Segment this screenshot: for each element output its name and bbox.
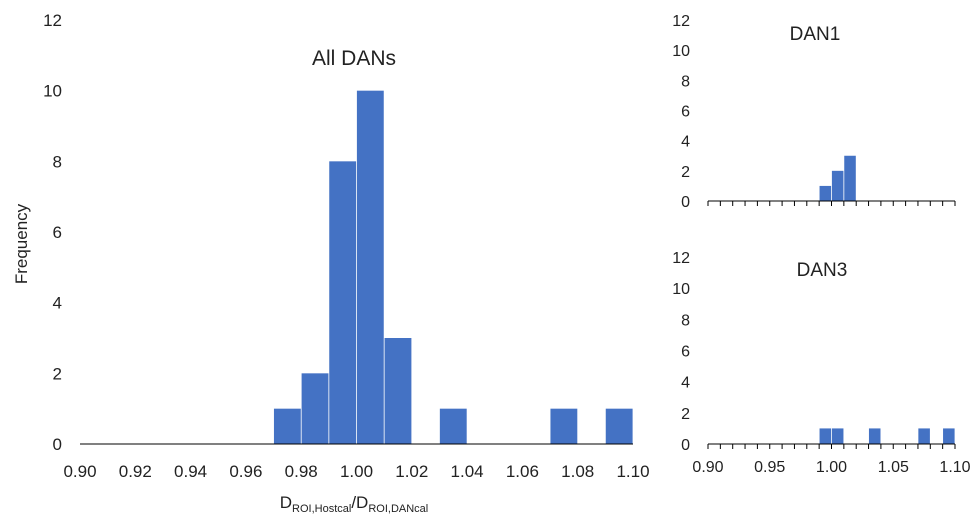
x-ticks-dan1 [707, 201, 956, 206]
y-tick-label-dan1-12: 12 [672, 13, 690, 30]
x-axis-label-slash: /D [351, 493, 368, 512]
x-tick-label-all-0.96: 0.96 [229, 462, 262, 481]
x-tick-label-all-0.92: 0.92 [119, 462, 152, 481]
x-axis-label-sub2: ROI,DANcal [368, 503, 428, 515]
bar-dan3-1.00 [831, 428, 844, 444]
y-tick-label-dan3-2: 2 [681, 406, 690, 423]
y-tick-label-dan1-0: 0 [681, 194, 690, 211]
bar-all-0.99 [329, 161, 357, 444]
x-axis-label-sub1: ROI,Hostcal [292, 503, 351, 515]
bar-all-1.00 [356, 90, 384, 445]
y-tick-label-dan3-4: 4 [681, 375, 690, 392]
x-tick-label-all-1.04: 1.04 [451, 462, 484, 481]
y-ticks-all-dans: 0 2 4 6 8 10 12 [43, 11, 62, 454]
x-tick-label-all-1.08: 1.08 [561, 462, 594, 481]
x-tick-label-all-1.06: 1.06 [506, 462, 539, 481]
y-tick-label-dan1-8: 8 [681, 73, 690, 90]
y-tick-label-dan3-0: 0 [681, 437, 690, 454]
y-tick-label-all-2: 2 [53, 364, 62, 383]
y-tick-label-dan3-6: 6 [681, 344, 690, 361]
y-tick-label-all-10: 10 [43, 82, 62, 101]
y-tick-label-dan1-4: 4 [681, 134, 690, 151]
x-tick-label-all-0.90: 0.90 [63, 462, 96, 481]
bars-all-dans [273, 90, 633, 445]
chart-title-dan1: DAN1 [790, 24, 841, 45]
histogram-dan1: DAN1 0 2 4 6 8 10 12 [672, 13, 956, 211]
y-tick-label-dan1-2: 2 [681, 164, 690, 181]
bar-dan3-1.03 [868, 428, 881, 444]
chart-title-dan3: DAN3 [797, 260, 848, 281]
bar-dan1-1.00 [831, 170, 844, 201]
y-tick-label-all-4: 4 [53, 294, 62, 313]
bar-all-0.97 [273, 408, 301, 444]
x-tick-label-all-0.94: 0.94 [174, 462, 207, 481]
y-ticks-dan3: 0 2 4 6 8 10 12 [672, 250, 690, 454]
x-tick-label-dan3-1.10: 1.10 [939, 459, 970, 476]
chart-title-all-dans: All DANs [312, 47, 396, 70]
y-tick-label-dan1-6: 6 [681, 104, 690, 121]
y-ticks-dan1: 0 2 4 6 8 10 12 [672, 13, 690, 211]
y-tick-label-all-6: 6 [53, 223, 62, 242]
bars-dan3 [819, 428, 955, 444]
histogram-dan3: DAN3 0 2 4 6 8 10 12 0.90 0.95 1.00 1.05 1.10 [672, 250, 970, 476]
y-tick-label-dan3-8: 8 [681, 312, 690, 329]
bar-all-1.09 [605, 408, 633, 444]
x-ticks-dan3: 0.90 0.95 1.00 1.05 1.10 [692, 444, 971, 476]
bar-all-0.98 [301, 373, 329, 444]
bar-all-1.07 [550, 408, 578, 444]
y-tick-label-dan1-10: 10 [672, 43, 690, 60]
bar-dan1-1.01 [844, 155, 856, 201]
y-tick-label-all-8: 8 [53, 152, 62, 171]
bar-dan1-0.99 [819, 185, 832, 201]
x-tick-label-all-1.00: 1.00 [340, 462, 373, 481]
x-tick-label-dan3-1.05: 1.05 [878, 459, 909, 476]
x-tick-label-all-0.98: 0.98 [285, 462, 318, 481]
y-tick-label-dan3-10: 10 [672, 281, 690, 298]
y-axis-label: Frequency [12, 203, 31, 284]
x-ticks-all-dans: 0.90 0.92 0.94 0.96 0.98 1.00 1.02 1.04 1.06 1.08… [63, 462, 649, 481]
bar-all-1.03 [439, 408, 467, 444]
x-axis-label: DROI,Hostcal/DROI,DANcal [280, 493, 428, 515]
y-tick-label-all-0: 0 [53, 435, 62, 454]
bar-dan3-1.07 [918, 428, 930, 444]
x-tick-label-dan3-0.90: 0.90 [692, 459, 723, 476]
x-tick-label-dan3-1.00: 1.00 [816, 459, 847, 476]
x-tick-label-dan3-0.95: 0.95 [754, 459, 785, 476]
bar-dan3-0.99 [819, 428, 832, 444]
x-axis-label-main: D [280, 493, 292, 512]
x-tick-label-all-1.02: 1.02 [395, 462, 428, 481]
bar-all-1.01 [384, 338, 412, 444]
y-tick-label-dan3-12: 12 [672, 250, 690, 267]
x-tick-label-all-1.10: 1.10 [616, 462, 649, 481]
y-tick-label-all-12: 12 [43, 11, 62, 30]
bar-dan3-1.09 [943, 428, 955, 444]
bars-dan1 [819, 155, 856, 201]
